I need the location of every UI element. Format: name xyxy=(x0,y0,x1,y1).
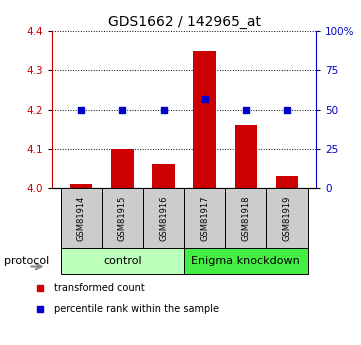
Text: GSM81918: GSM81918 xyxy=(242,196,251,241)
Bar xyxy=(184,188,225,248)
Bar xyxy=(266,188,308,248)
Text: GSM81914: GSM81914 xyxy=(77,196,86,241)
Text: GSM81916: GSM81916 xyxy=(159,196,168,241)
Title: GDS1662 / 142965_at: GDS1662 / 142965_at xyxy=(108,14,261,29)
Text: transformed count: transformed count xyxy=(54,283,145,293)
Text: GSM81915: GSM81915 xyxy=(118,196,127,241)
Bar xyxy=(102,188,143,248)
Bar xyxy=(61,248,184,274)
Bar xyxy=(70,184,92,188)
Bar xyxy=(143,188,184,248)
Text: protocol: protocol xyxy=(4,256,49,266)
Bar xyxy=(225,188,266,248)
Text: GSM81919: GSM81919 xyxy=(283,196,292,241)
Bar xyxy=(184,248,308,274)
Text: GSM81917: GSM81917 xyxy=(200,196,209,241)
Text: percentile rank within the sample: percentile rank within the sample xyxy=(54,304,219,314)
Bar xyxy=(193,51,216,188)
Text: control: control xyxy=(103,256,142,266)
Bar xyxy=(111,149,134,188)
Bar xyxy=(235,125,257,188)
Bar xyxy=(152,165,175,188)
Text: Enigma knockdown: Enigma knockdown xyxy=(191,256,300,266)
Bar xyxy=(61,188,102,248)
Bar xyxy=(276,176,299,188)
